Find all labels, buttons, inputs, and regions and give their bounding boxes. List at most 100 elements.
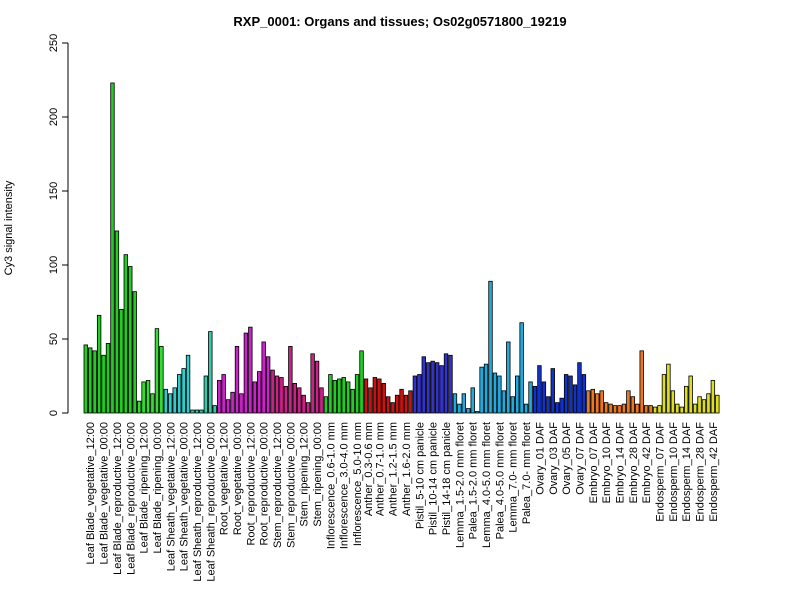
bar xyxy=(199,409,204,414)
bar xyxy=(697,396,702,414)
bar xyxy=(577,362,582,414)
bar xyxy=(563,374,569,414)
y-tick-label: 200 xyxy=(48,108,60,126)
x-tick-label: Palea_7.0- mm floret xyxy=(521,422,533,524)
bar xyxy=(101,354,106,414)
bar xyxy=(701,399,707,414)
bar xyxy=(599,390,604,414)
bar xyxy=(194,409,200,414)
bar xyxy=(692,403,698,414)
bar xyxy=(185,354,191,414)
bar xyxy=(541,381,547,414)
bar xyxy=(537,365,542,414)
x-tick-label: Leaf Sheath_vegetative_12:00 xyxy=(165,422,177,571)
bar xyxy=(572,384,578,414)
y-tick-label: 250 xyxy=(48,34,60,52)
bar xyxy=(457,403,462,414)
bar xyxy=(359,350,364,414)
bar xyxy=(314,360,320,414)
bar xyxy=(568,375,573,414)
bar xyxy=(128,266,133,414)
bar xyxy=(346,381,351,414)
bar xyxy=(448,354,453,414)
bar xyxy=(603,402,609,414)
bar xyxy=(643,405,649,414)
bar xyxy=(136,400,142,414)
bar xyxy=(403,394,409,414)
bar xyxy=(426,362,431,414)
bars-group xyxy=(83,82,720,414)
bar xyxy=(417,374,422,414)
bar xyxy=(350,388,355,414)
y-axis-label: Cy3 signal intensity xyxy=(3,180,15,275)
bar xyxy=(163,388,169,414)
bar xyxy=(688,375,693,414)
x-tick-label: Palea_4.0-5.0 mm floret xyxy=(494,422,506,539)
bar xyxy=(203,375,209,414)
bar xyxy=(506,341,511,414)
x-tick-label: Endosperm_14 DAF xyxy=(681,422,693,522)
bar xyxy=(381,382,386,414)
bar xyxy=(412,375,418,414)
x-tick-label: Inflorescence_5.0-10 mm xyxy=(352,422,364,546)
bar xyxy=(92,350,97,414)
bar xyxy=(621,403,627,414)
x-tick-label: Root_vegetative_00:00 xyxy=(232,422,244,535)
bar xyxy=(555,402,560,414)
bar xyxy=(652,406,658,414)
bar xyxy=(257,371,262,414)
bar xyxy=(670,390,676,414)
x-tick-label: Lemma_7.0- mm floret xyxy=(508,422,520,533)
bar xyxy=(466,408,471,414)
x-tick-label: Endosperm_07 DAF xyxy=(655,422,667,522)
bar xyxy=(430,360,435,414)
bar xyxy=(706,393,711,414)
bar xyxy=(461,393,467,414)
bar xyxy=(261,341,266,414)
bar xyxy=(608,403,613,414)
bar xyxy=(319,387,324,414)
bar xyxy=(363,378,369,414)
y-tick-label: 150 xyxy=(48,182,60,200)
bar xyxy=(279,377,284,414)
bar xyxy=(612,405,618,414)
x-axis-labels: Leaf Blade_vegetative_12:00 Leaf Blade_ve… xyxy=(85,422,720,582)
y-tick-label: 0 xyxy=(48,410,60,416)
bar xyxy=(626,390,631,414)
bar xyxy=(675,403,680,414)
bar xyxy=(354,374,360,414)
bar xyxy=(265,356,271,414)
bar xyxy=(234,345,240,414)
x-tick-label: Anther_0.3-0.6 mm xyxy=(363,422,375,516)
bar xyxy=(635,403,640,414)
y-tick-label: 100 xyxy=(48,256,60,274)
bar xyxy=(230,391,235,414)
bar xyxy=(248,326,253,414)
x-tick-label: Stem_reproductive_00:00 xyxy=(285,422,297,548)
bar xyxy=(648,405,653,414)
x-tick-label: Leaf Blade_vegetative_00:00 xyxy=(99,422,111,565)
bar xyxy=(310,353,315,414)
bar xyxy=(532,385,538,414)
bar xyxy=(421,356,426,414)
x-tick-label: Leaf Sheath_reproductive_00:00 xyxy=(205,422,217,582)
bar xyxy=(501,390,507,414)
bar xyxy=(168,393,173,414)
bar xyxy=(399,388,404,414)
bar xyxy=(239,393,244,414)
x-tick-label: Ovary_01 DAF xyxy=(534,422,546,495)
x-tick-label: Inflorescence_3.0-4.0 mm xyxy=(339,422,351,549)
bar xyxy=(515,375,520,414)
bar xyxy=(386,396,391,414)
bar xyxy=(590,388,595,414)
bar xyxy=(288,345,293,414)
bar xyxy=(657,405,662,414)
bar xyxy=(492,372,498,414)
bar xyxy=(96,314,102,414)
y-axis: 0 50 100 150 200 250 xyxy=(48,34,69,416)
bar xyxy=(297,387,302,414)
x-tick-label: Palea_1.5-2.0 mm floret xyxy=(468,422,480,539)
x-tick-label: Ovary_03 DAF xyxy=(548,422,560,495)
bar xyxy=(630,396,636,414)
bar xyxy=(252,381,257,414)
